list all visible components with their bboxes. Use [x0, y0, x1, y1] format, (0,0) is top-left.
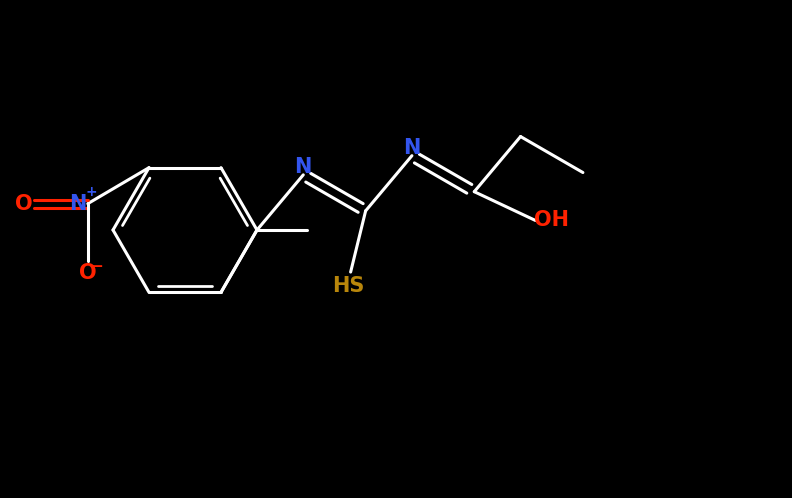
- Text: −: −: [90, 259, 103, 274]
- Text: N: N: [69, 194, 86, 214]
- Text: N: N: [403, 137, 421, 158]
- Text: O: O: [15, 194, 32, 214]
- Text: O: O: [79, 263, 97, 283]
- Text: N: N: [295, 157, 312, 177]
- Text: HS: HS: [333, 276, 365, 296]
- Text: +: +: [86, 185, 97, 199]
- Text: OH: OH: [534, 211, 569, 231]
